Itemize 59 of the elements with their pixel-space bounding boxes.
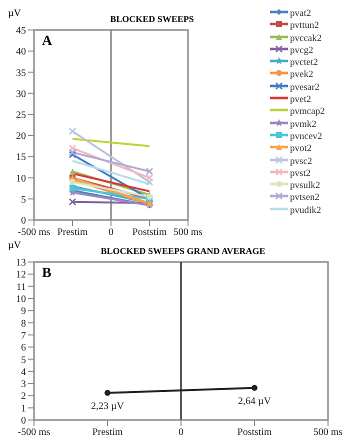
y-tick-label: 12 [16,270,26,281]
x-tick-label: 500 ms [313,427,343,438]
chart-title: BLOCKED SWEEPS GRAND AVERAGE [100,246,266,256]
legend-label: pvtsen2 [290,193,320,204]
y-tick-label: 40 [16,46,26,58]
legend-label: pvesar2 [290,82,320,93]
x-tick-label: Prestim [92,427,123,438]
y-tick-label: 0 [21,416,26,427]
legend-label: pvmcap2 [290,107,325,118]
legend-label: pvncev2 [290,132,322,142]
y-tick-label: 25 [16,110,26,121]
chart-title: BLOCKED SWEEPS [109,14,195,24]
y-tick-label: 3 [21,379,26,390]
y-tick-label: 6 [21,342,26,354]
legend-label: pvet2 [290,95,312,106]
y-tick-label: 8 [21,318,26,330]
x-tick-label: Prestim [57,227,88,238]
y-tick-label: 5 [21,194,26,206]
y-tick-label: 5 [21,354,26,366]
legend-label: pvccak2 [290,34,322,44]
data-label: 2,64 µV [238,396,272,407]
y-tick-label: 35 [16,68,26,79]
y-tick-label: 2 [21,391,26,402]
x-tick-label: -500 ms [18,227,50,238]
data-label: 2,23 µV [91,400,125,412]
x-tick-label: Poststim [132,227,167,238]
y-tick-label: 13 [16,258,26,269]
legend-label: pvcg2 [290,46,314,56]
legend-label: pvsulk2 [290,181,320,192]
x-tick-label: Poststim [237,427,272,438]
y-tick-label: 4 [21,366,26,378]
legend-label: pvst2 [290,168,311,179]
annotation: B [42,266,52,282]
legend-label: pvudik2 [290,206,322,216]
legend-label: pvsc2 [290,156,312,167]
legend-label: pvctet2 [290,58,318,68]
y-tick-label: 11 [16,282,26,293]
y-tick-label: 10 [16,173,26,184]
y-tick-label: 7 [21,330,26,342]
y-tick-label: 45 [16,26,26,37]
y-tick-label: 0 [21,216,26,227]
legend-label: pvttun2 [290,21,320,32]
y-tick-label: 1 [21,403,26,414]
x-tick-label: 0 [178,427,184,438]
legend-label: pvot2 [290,144,312,154]
y-tick-label: 20 [16,131,26,142]
y-tick-label: 9 [21,306,26,318]
annotation: A [42,34,52,50]
x-tick-label: -500 ms [18,427,50,438]
y-axis-title: µV [8,240,21,251]
y-tick-label: 10 [16,294,26,306]
x-tick-label: 500 ms [173,227,203,238]
legend-label: pvat2 [290,9,312,19]
legend-label: pvek2 [290,70,314,80]
y-tick-label: 15 [16,152,26,164]
y-axis-title: µV [8,8,21,19]
x-tick-label: 0 [108,227,114,238]
legend-label: pvmk2 [290,120,316,130]
y-tick-label: 30 [16,88,26,100]
